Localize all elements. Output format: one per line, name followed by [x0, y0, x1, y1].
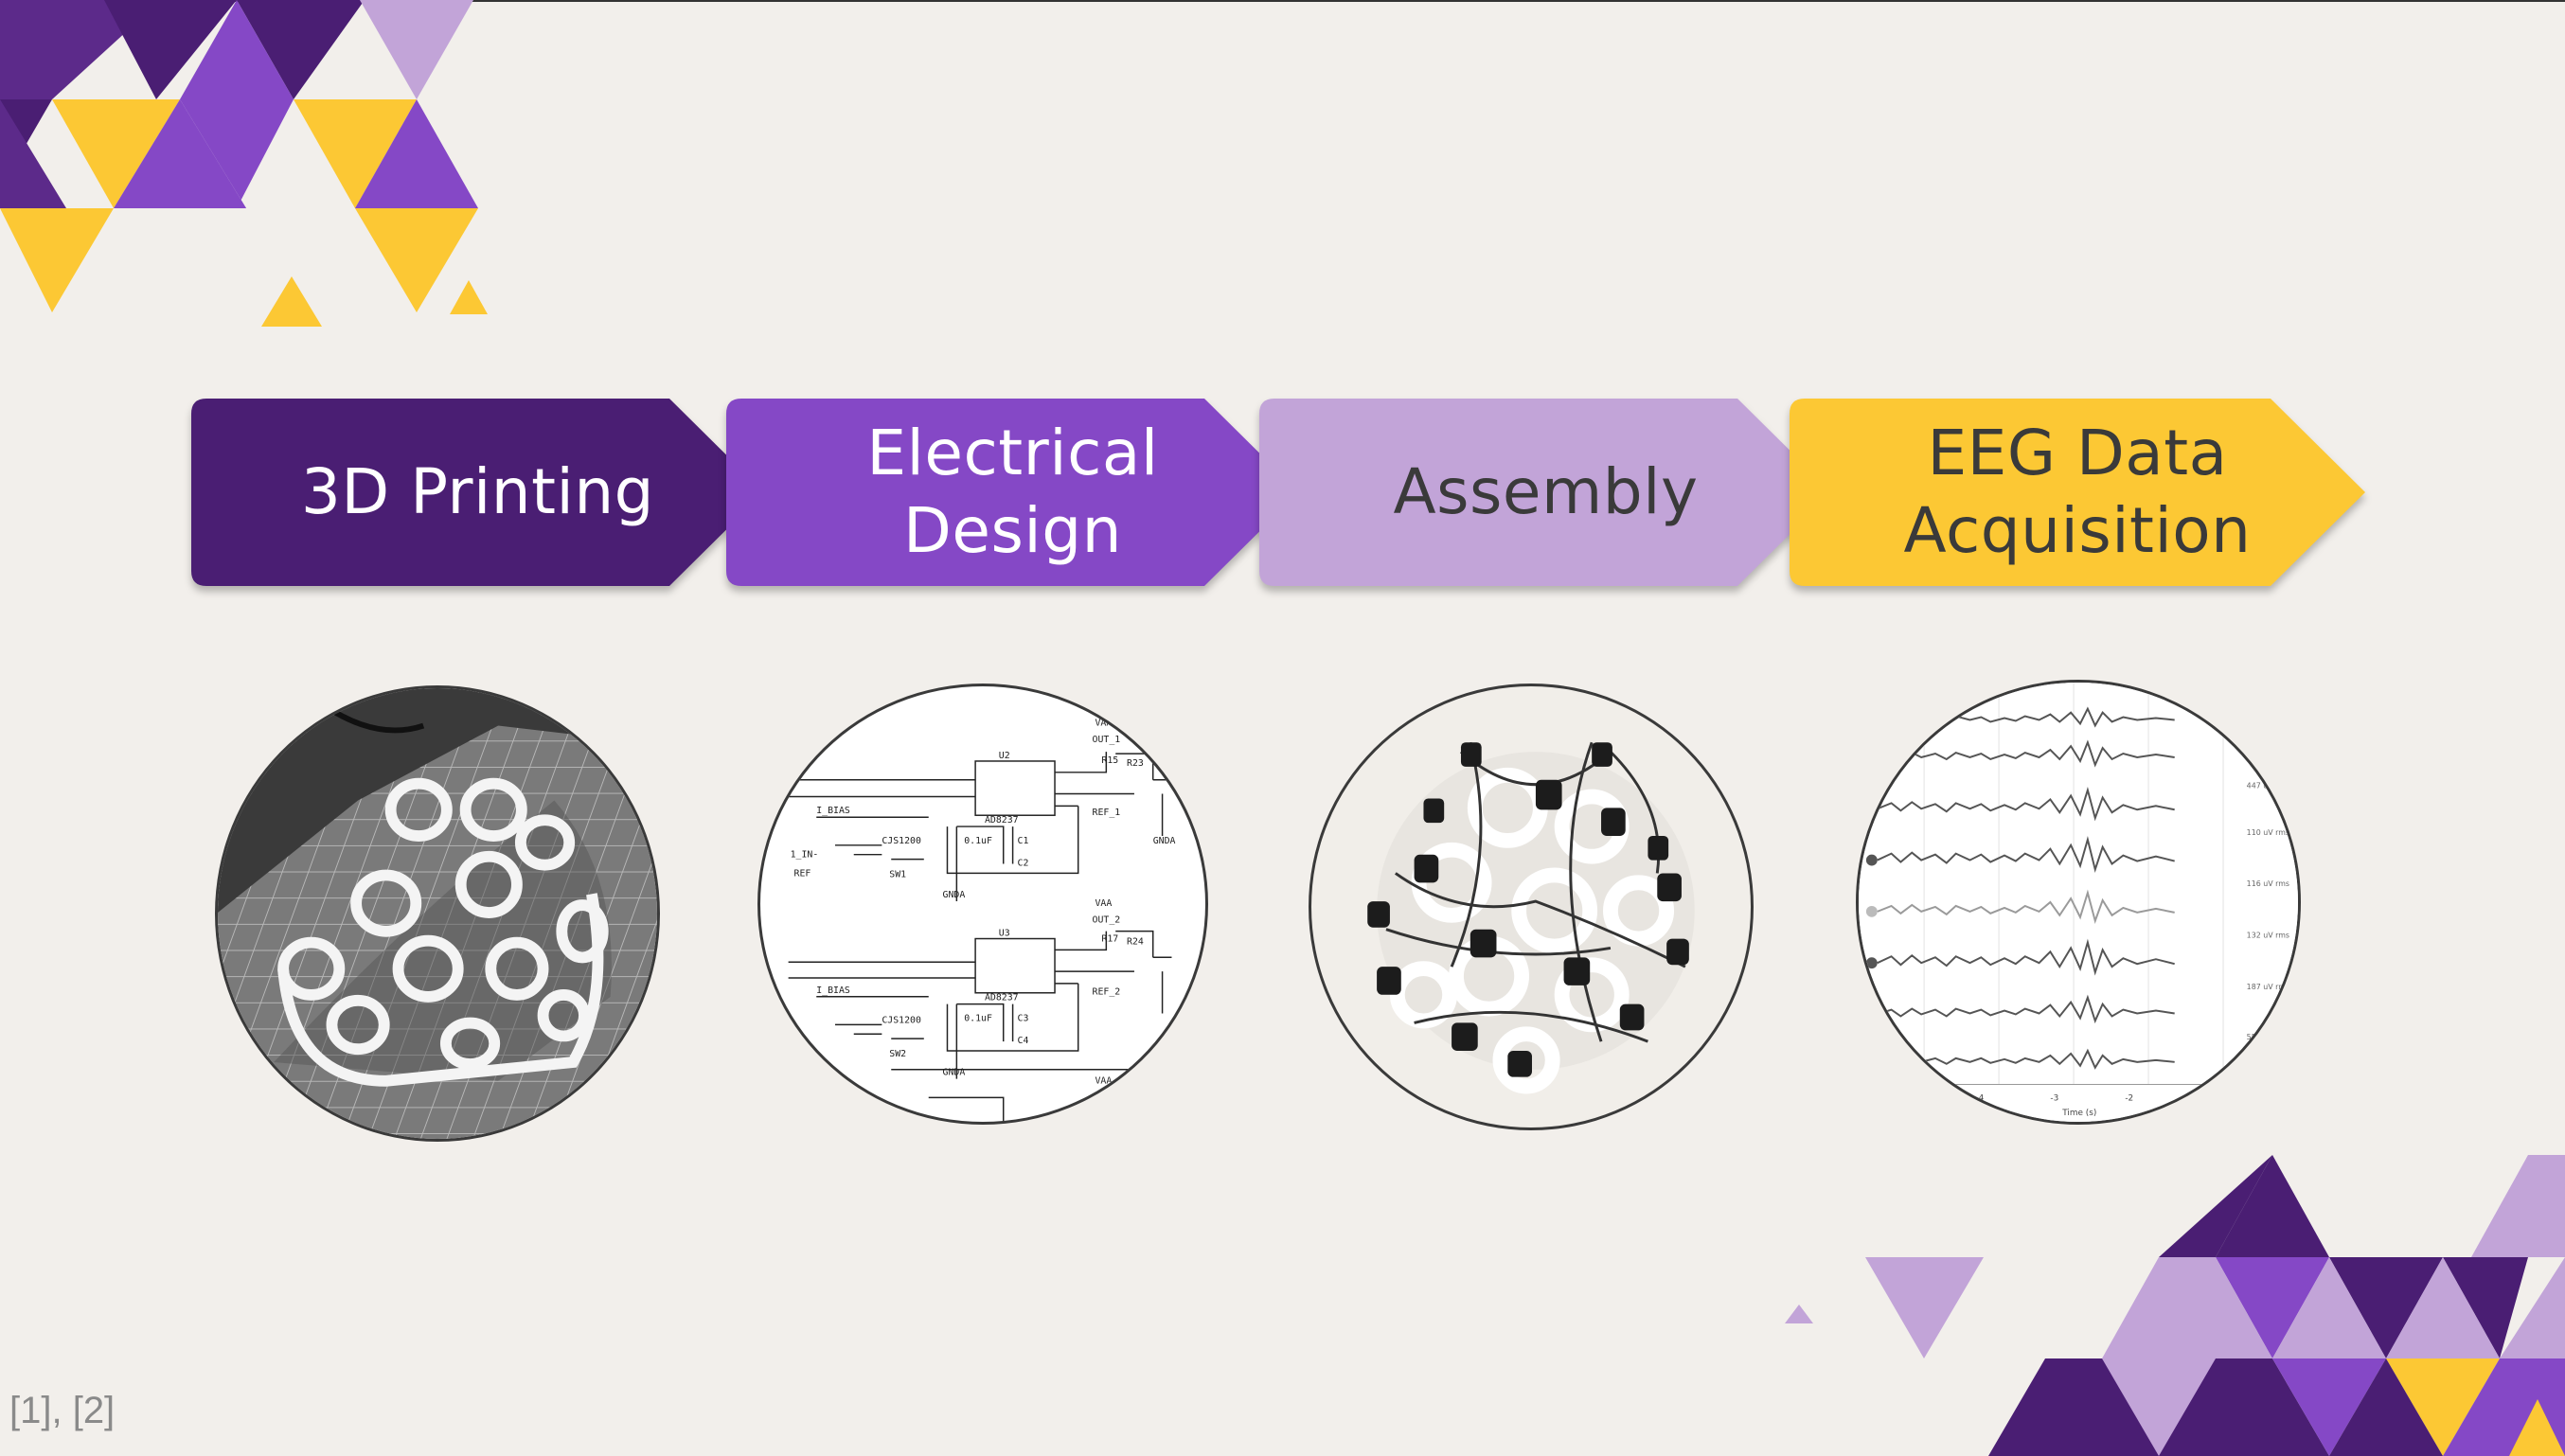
schematic-label: C2	[1018, 859, 1029, 869]
schematic-label: U3	[999, 929, 1010, 939]
triangle-decoration-top-left	[0, 0, 488, 327]
step-shape	[191, 399, 764, 586]
schematic-label: R23	[1127, 758, 1144, 769]
electrical-schematic-photo: U2 AD8237 U3 AD8237 VAA VAA VAA GNDA GND…	[757, 684, 1208, 1125]
schematic-label: VAA	[1095, 898, 1112, 909]
eeg-scale-label: 187 uV rms	[2247, 983, 2289, 991]
3d-printed-frame-photo	[215, 685, 660, 1142]
step-label: EEG Data Acquisition	[1903, 417, 2252, 567]
top-border	[0, 0, 2565, 2]
schematic-label: R15	[1101, 755, 1118, 766]
schematic-label: U2	[999, 751, 1010, 761]
schematic-label: SW1	[889, 869, 906, 879]
schematic-label: I_BIAS	[816, 985, 850, 996]
schematic-label: R17	[1101, 933, 1118, 944]
eeg-scale-label: 55.7	[2247, 1033, 2264, 1041]
schematic-label: CJS1200	[882, 836, 921, 846]
eeg-scale-label: 116 uV rms	[2247, 879, 2289, 888]
schematic-label: GNDA	[943, 1068, 966, 1078]
schematic-label: OUT_1	[1093, 735, 1121, 745]
schematic-label: VAA	[1095, 718, 1112, 728]
eeg-traces-photo: 447 uV rms 110 uV rms 116 uV rms 132 uV …	[1856, 680, 2301, 1125]
schematic-label: REF_1	[1093, 808, 1121, 818]
step-assembly: Assembly	[1259, 399, 1832, 586]
citation: [1], [2]	[9, 1390, 116, 1431]
eeg-scale-label: 132 uV rms	[2247, 932, 2289, 940]
step-3d-printing: 3D Printing	[191, 399, 764, 586]
step-label: Electrical Design	[866, 417, 1159, 567]
schematic-label: 1_IN-	[791, 850, 819, 861]
step-shape	[726, 399, 1299, 586]
step-label: 3D Printing	[300, 455, 655, 528]
schematic-label: 0.1uF	[964, 836, 992, 846]
assembled-headset-photo	[1309, 684, 1754, 1130]
schematic-label: I_BIAS	[816, 806, 850, 816]
schematic-label: R24	[1127, 936, 1144, 947]
step-label: Assembly	[1393, 455, 1699, 528]
schematic-label: VAA	[1095, 1076, 1112, 1087]
triangle-decoration-bottom-right	[1785, 1155, 2565, 1456]
schematic-label: GNDA	[1153, 836, 1176, 846]
schematic-label: AD8237	[985, 815, 1019, 826]
schematic-label: C4	[1018, 1036, 1029, 1046]
schematic-label: OUT_2	[1093, 915, 1121, 926]
eeg-axis-label: Time (s)	[2061, 1109, 2096, 1118]
schematic-label: REF	[794, 868, 811, 879]
step-eeg-data-acquisition: EEG Data Acquisition	[1790, 399, 2365, 586]
eeg-scale-label: 110 uV rms	[2247, 828, 2289, 837]
schematic-label: CJS1200	[882, 1015, 921, 1025]
eeg-axis-tick: -3	[2050, 1093, 2058, 1103]
schematic-label: SW2	[889, 1049, 906, 1059]
step-shape	[1259, 399, 1832, 586]
step-shape	[1790, 399, 2365, 586]
eeg-axis-tick: -4	[1975, 1093, 1984, 1103]
schematic-label: C3	[1018, 1013, 1029, 1023]
step-electrical-design: Electrical Design	[726, 399, 1299, 586]
schematic-label: REF_2	[1093, 987, 1121, 998]
eeg-scale-label: 447 uV rms	[2247, 782, 2289, 790]
eeg-axis-tick: -2	[2125, 1093, 2133, 1103]
schematic-label: C1	[1018, 836, 1029, 846]
schematic-label: AD8237	[985, 993, 1019, 1003]
schematic-label: 0.1uF	[964, 1013, 992, 1023]
schematic-label: GNDA	[943, 890, 966, 900]
